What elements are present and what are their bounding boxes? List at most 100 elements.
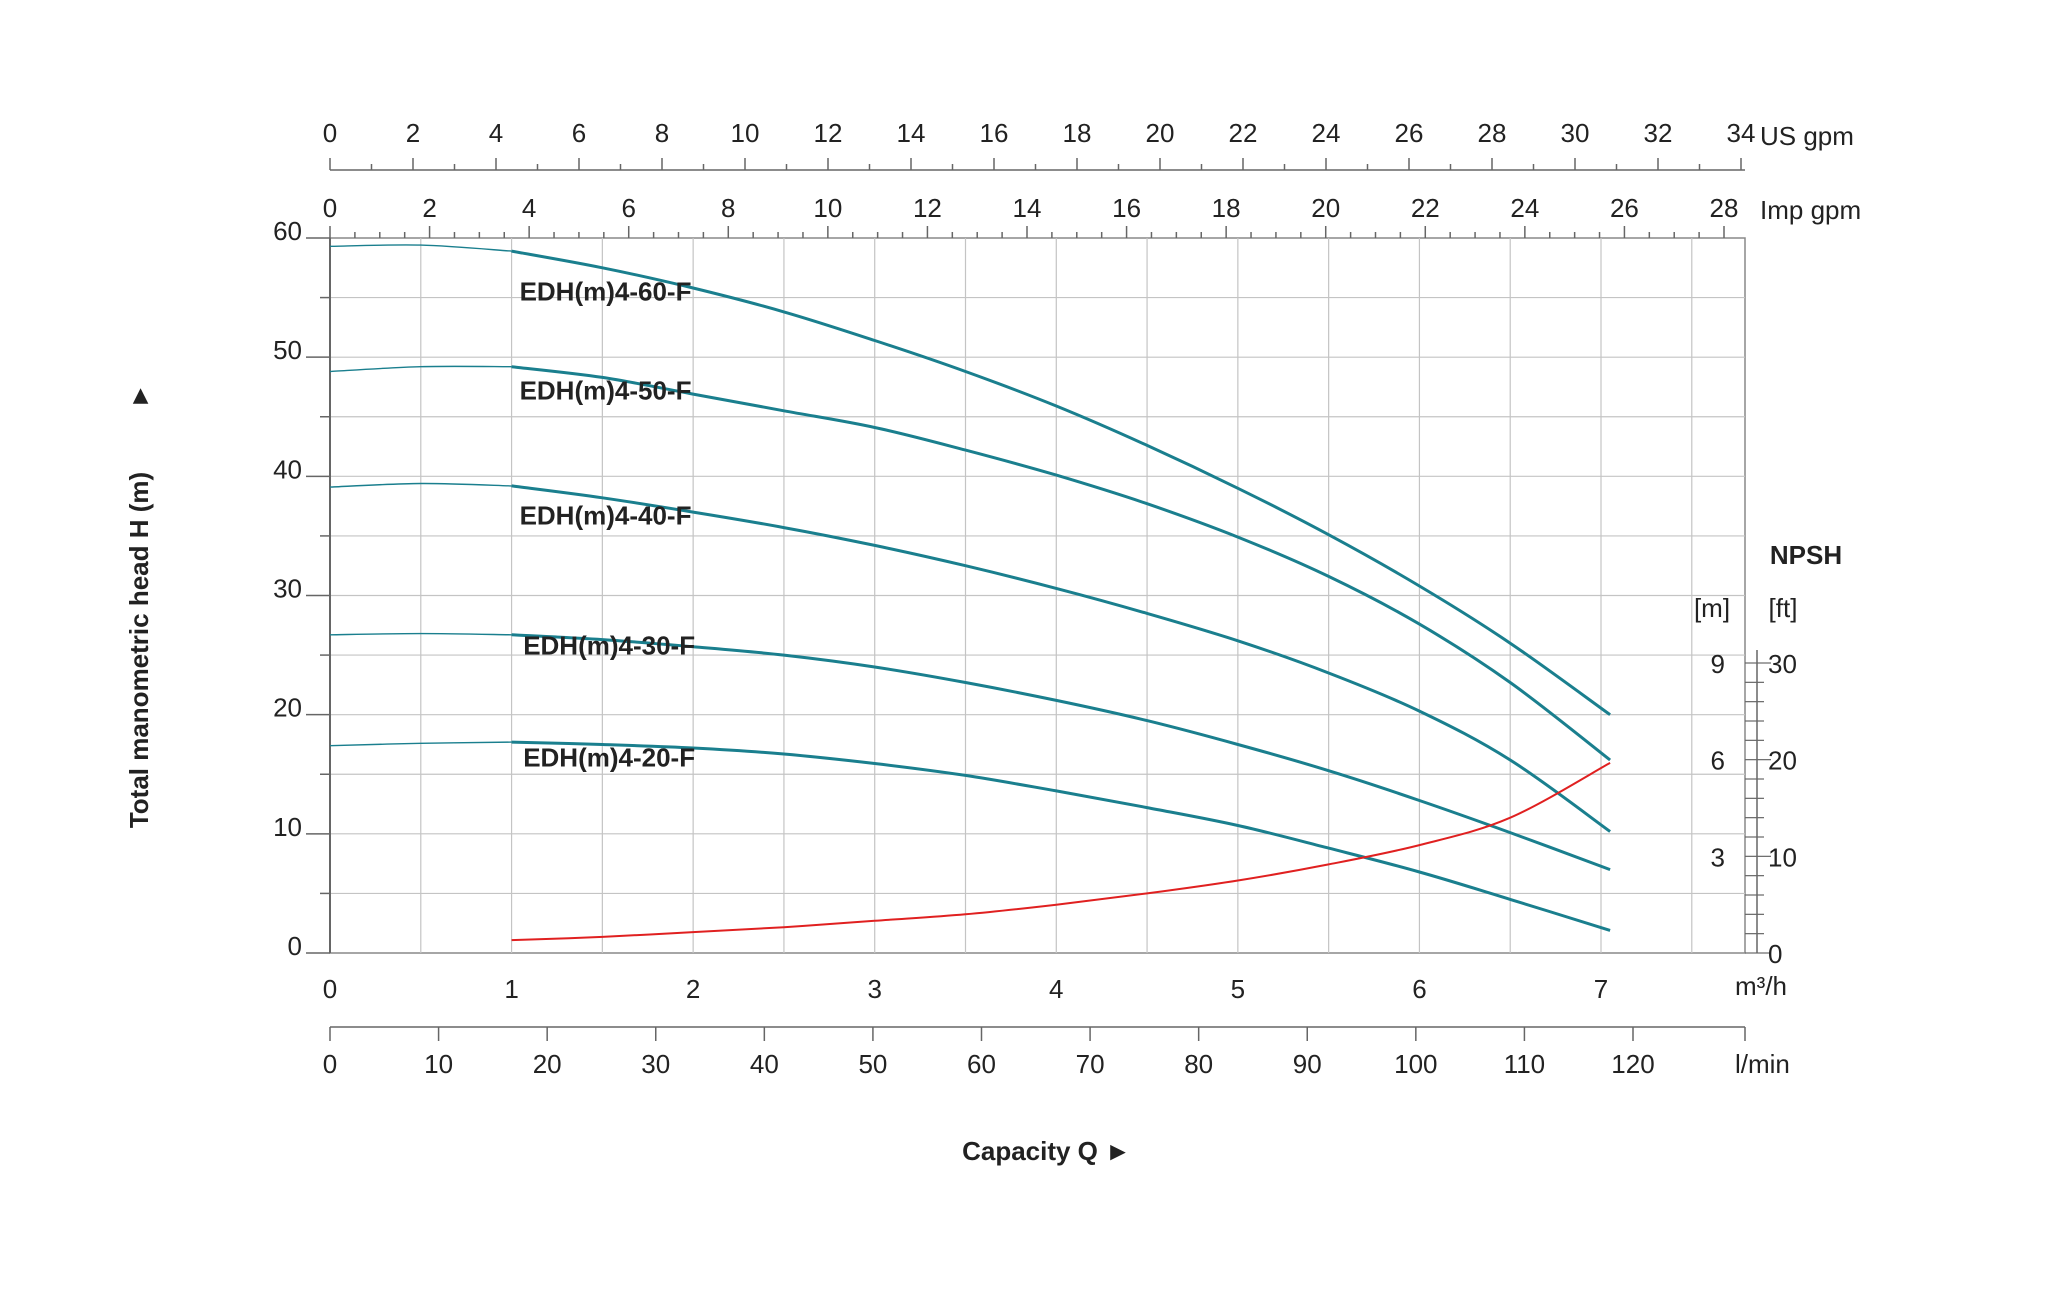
curve-edhm4-50-f (511, 365, 1612, 762)
grid (329, 237, 1746, 954)
us-gpm-tick-label: 22 (1229, 118, 1258, 148)
l-min-tick-label: 10 (424, 1049, 453, 1079)
curve-edhm4-60-f-low-flow (329, 244, 512, 252)
us-gpm-tick-label: 10 (731, 118, 760, 148)
x-tick-label: 5 (1231, 974, 1245, 1004)
npsh-m-tick-label: 3 (1711, 842, 1725, 872)
imp-gpm-tick-label: 28 (1710, 193, 1739, 223)
npsh-m-tick-label: 6 (1711, 746, 1725, 776)
curve-edhm4-40-f (511, 484, 1611, 833)
series-label: EDH(m)4-50-F (520, 376, 692, 406)
us-gpm-tick-label: 12 (814, 118, 843, 148)
l-min-unit-label: l/min (1735, 1049, 1790, 1079)
us-gpm-tick-label: 4 (489, 118, 503, 148)
imp-gpm-tick-label: 2 (422, 193, 436, 223)
y-tick-label: 0 (288, 931, 302, 961)
npsh-m-tick-label: 9 (1711, 649, 1725, 679)
npsh-ft-tick-label: 20 (1768, 746, 1797, 776)
us-gpm-tick-label: 34 (1727, 118, 1756, 148)
us-gpm-tick-label: 16 (980, 118, 1009, 148)
imp-gpm-tick-label: 20 (1311, 193, 1340, 223)
y-tick-label: 60 (273, 216, 302, 246)
y-tick-label: 30 (273, 574, 302, 604)
x-axis-arrow-icon: ► (1105, 1136, 1131, 1166)
us-gpm-tick-label: 32 (1644, 118, 1673, 148)
npsh-title: NPSH (1770, 540, 1842, 570)
l-min-tick-label: 30 (641, 1049, 670, 1079)
curve-edhm4-60-f (511, 249, 1611, 716)
imp-gpm-tick-label: 0 (323, 193, 337, 223)
l-min-tick-label: 50 (858, 1049, 887, 1079)
npsh-unit-ft: [ft] (1769, 593, 1798, 623)
x-tick-label: 1 (504, 974, 518, 1004)
imp-gpm-tick-label: 12 (913, 193, 942, 223)
curve-edhm4-30-f-low-flow (329, 632, 512, 636)
x-tick-label: 3 (867, 974, 881, 1004)
l-min-tick-label: 60 (967, 1049, 996, 1079)
us-gpm-tick-label: 30 (1561, 118, 1590, 148)
imp-gpm-tick-label: 6 (621, 193, 635, 223)
imp-gpm-unit-label: Imp gpm (1760, 195, 1861, 225)
x-tick-label: 6 (1412, 974, 1426, 1004)
l-min-tick-label: 0 (323, 1049, 337, 1079)
us-gpm-tick-label: 0 (323, 118, 337, 148)
imp-gpm-tick-label: 14 (1013, 193, 1042, 223)
x-axis-label: Capacity Q (962, 1136, 1098, 1166)
y-axis-label: Total manometric head H (m) (124, 472, 154, 828)
l-min-tick-label: 120 (1611, 1049, 1654, 1079)
us-gpm-tick-label: 24 (1312, 118, 1341, 148)
y-axis-arrow-icon: ► (124, 383, 154, 409)
npsh-ft-tick-label: 30 (1768, 649, 1797, 679)
curve-edhm4-50-f-low-flow (329, 365, 512, 373)
l-min-tick-label: 70 (1076, 1049, 1105, 1079)
imp-gpm-tick-label: 22 (1411, 193, 1440, 223)
curve-edhm4-20-f (511, 740, 1611, 932)
imp-gpm-tick-label: 18 (1212, 193, 1241, 223)
imp-gpm-tick-label: 24 (1510, 193, 1539, 223)
x-tick-label: 2 (686, 974, 700, 1004)
curve-edhm4-40-f-low-flow (329, 482, 512, 488)
curve-labels: EDH(m)4-60-F EDH(m)4-50-F EDH(m)4-40-F EDH(… (520, 277, 696, 773)
imp-gpm-tick-label: 26 (1610, 193, 1639, 223)
curve-edhm4-20-f-low-flow (329, 741, 512, 747)
series-label: EDH(m)4-20-F (523, 743, 695, 773)
x-tick-label: 4 (1049, 974, 1063, 1004)
us-gpm-tick-label: 2 (406, 118, 420, 148)
x-unit-label: m³/h (1735, 971, 1787, 1001)
npsh-unit-m: [m] (1694, 593, 1730, 623)
us-gpm-unit-label: US gpm (1760, 121, 1854, 151)
npsh-curve (511, 762, 1611, 942)
l-min-tick-label: 110 (1504, 1049, 1545, 1079)
pump-curves (329, 244, 1612, 942)
y-tick-label: 40 (273, 454, 302, 484)
y-tick-label: 20 (273, 693, 302, 723)
series-label: EDH(m)4-30-F (523, 631, 695, 661)
l-min-tick-label: 20 (533, 1049, 562, 1079)
x-tick-label: 0 (323, 974, 337, 1004)
y-tick-label: 10 (273, 812, 302, 842)
us-gpm-tick-label: 20 (1146, 118, 1175, 148)
imp-gpm-tick-label: 4 (522, 193, 536, 223)
series-label: EDH(m)4-60-F (520, 277, 692, 307)
y-tick-label: 50 (273, 335, 302, 365)
us-gpm-tick-label: 28 (1478, 118, 1507, 148)
l-min-tick-label: 100 (1394, 1049, 1437, 1079)
us-gpm-tick-label: 26 (1395, 118, 1424, 148)
us-gpm-tick-label: 18 (1063, 118, 1092, 148)
npsh-ft-tick-label: 0 (1768, 939, 1782, 969)
npsh-ft-tick-label: 10 (1768, 842, 1797, 872)
us-gpm-tick-label: 8 (655, 118, 669, 148)
imp-gpm-tick-label: 16 (1112, 193, 1141, 223)
imp-gpm-tick-label: 10 (813, 193, 842, 223)
series-label: EDH(m)4-40-F (520, 501, 692, 531)
x-tick-label: 7 (1594, 974, 1608, 1004)
curve-edhm4-30-f (511, 633, 1611, 872)
l-min-tick-label: 40 (750, 1049, 779, 1079)
imp-gpm-tick-label: 8 (721, 193, 735, 223)
l-min-tick-label: 80 (1184, 1049, 1213, 1079)
l-min-tick-label: 90 (1293, 1049, 1322, 1079)
us-gpm-tick-label: 6 (572, 118, 586, 148)
us-gpm-tick-label: 14 (897, 118, 926, 148)
